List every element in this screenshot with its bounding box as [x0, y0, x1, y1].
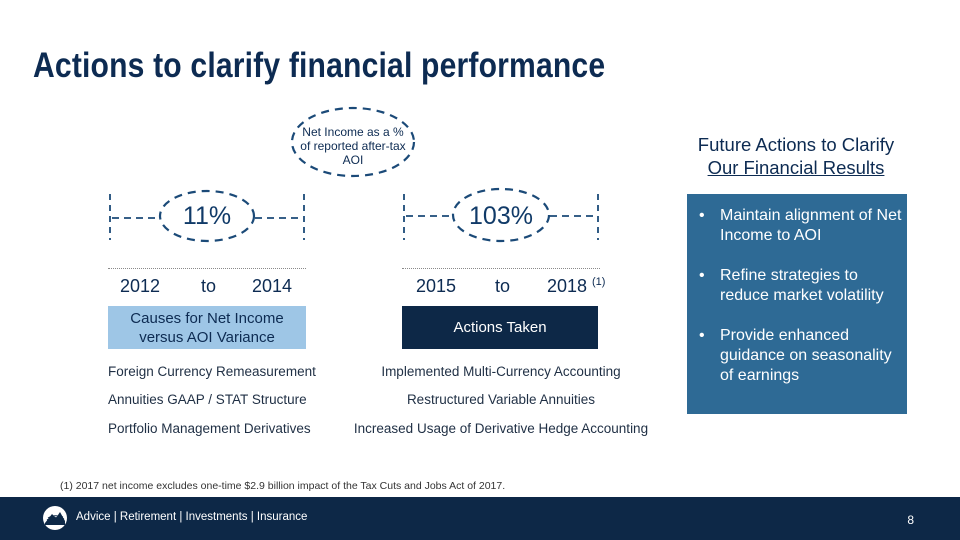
future-bullet: • Maintain alignment of Net Income to AOI — [697, 206, 903, 246]
right-box-label: Actions Taken — [453, 319, 547, 336]
footnote-marker: (1) — [592, 276, 606, 288]
callout-text: Net Income as a % of reported after-tax … — [300, 125, 406, 167]
right-to: to — [495, 276, 511, 296]
bullet-dot-icon: • — [699, 207, 705, 224]
left-box-label: Causes for Net Income versus AOI Varianc… — [130, 309, 284, 346]
footer-bar: Advice | Retirement | Investments | Insu… — [0, 497, 960, 540]
right-item: Restructured Variable Annuities — [406, 392, 596, 407]
future-bullet: • Provide enhanced guidance on seasonalit… — [697, 326, 903, 386]
footnote: (1) 2017 net income excludes one-time $2… — [60, 480, 506, 492]
future-bullet-text: Provide enhanced guidance on seasonality… — [720, 327, 892, 384]
future-actions-title: Future Actions to Clarify Our Financial … — [683, 133, 909, 179]
left-causes-box: Causes for Net Income versus AOI Varianc… — [108, 306, 306, 349]
future-bullet-text: Maintain alignment of Net Income to AOI — [720, 207, 902, 244]
callout-dashed-ellipse — [290, 106, 416, 178]
page-title: Actions to clarify financial performance — [33, 46, 606, 85]
right-bracket-graphic — [403, 187, 599, 243]
left-bracket-graphic — [109, 189, 305, 243]
footer-tagline: Advice | Retirement | Investments | Insu… — [76, 511, 308, 523]
left-year-start: 2012 — [120, 276, 161, 296]
left-to: to — [201, 276, 217, 296]
left-year-end: 2014 — [252, 276, 293, 296]
future-title-line1: Future Actions to Clarify — [697, 134, 895, 155]
left-item: Annuities GAAP / STAT Structure — [108, 392, 307, 407]
future-bullet: • Refine strategies to reduce market vola… — [697, 266, 903, 306]
right-item: Increased Usage of Derivative Hedge Acco… — [353, 421, 649, 436]
left-dotted-divider — [108, 268, 306, 269]
page-number: 8 — [907, 513, 914, 527]
left-percent: 11% — [182, 202, 232, 230]
right-year-start: 2015 — [416, 276, 457, 296]
left-item: Foreign Currency Remeasurement — [108, 364, 316, 379]
right-year-end: 2018 — [547, 276, 588, 296]
future-bullet-list: • Maintain alignment of Net Income to AOI… — [697, 206, 903, 406]
bullet-dot-icon: • — [699, 267, 705, 284]
right-percent: 103% — [469, 202, 533, 230]
future-title-line2: Our Financial Results — [707, 157, 885, 178]
rock-logo-icon — [43, 506, 67, 530]
future-actions-panel: • Maintain alignment of Net Income to AOI… — [687, 194, 907, 414]
left-item: Portfolio Management Derivatives — [108, 421, 311, 436]
right-dotted-divider — [402, 268, 600, 269]
right-item: Implemented Multi-Currency Accounting — [381, 364, 621, 379]
right-actions-box: Actions Taken — [402, 306, 598, 349]
bullet-dot-icon: • — [699, 327, 705, 344]
future-bullet-text: Refine strategies to reduce market volat… — [720, 267, 884, 304]
